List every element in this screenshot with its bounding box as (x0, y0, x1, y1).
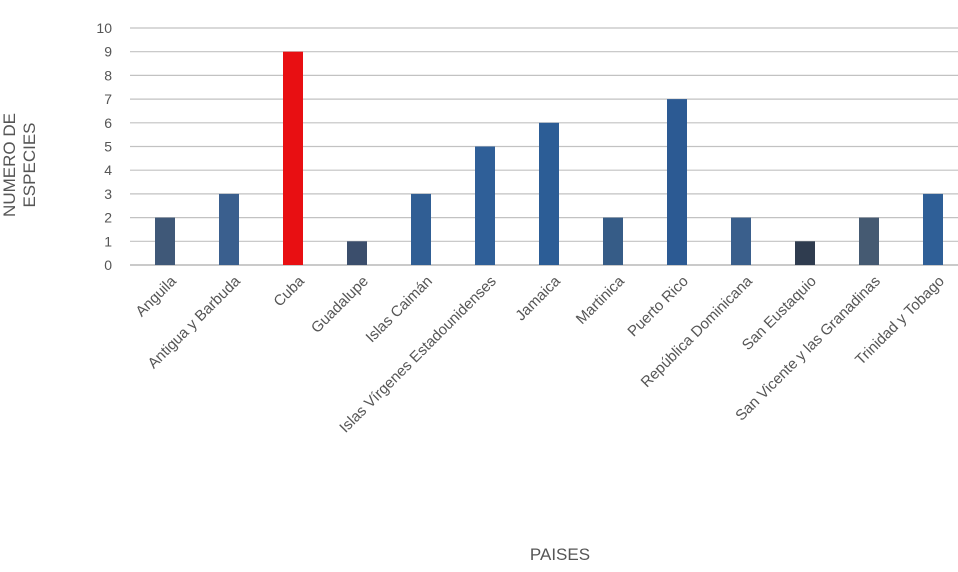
x-tick-label: Anguila (132, 272, 180, 320)
y-tick-label: 3 (104, 186, 112, 202)
x-tick-label: Cuba (270, 272, 308, 310)
x-tick-label: Puerto Rico (624, 273, 691, 340)
x-tick-label: Jamaica (512, 272, 564, 324)
bar (859, 217, 879, 265)
bar (923, 193, 943, 265)
y-tick-label: 1 (104, 233, 112, 249)
bar (667, 99, 687, 265)
x-tick-label: República Dominicana (638, 272, 757, 391)
y-axis-title: NUMERO DE ESPECIES (0, 113, 39, 217)
x-tick-label: Guadalupe (308, 273, 372, 337)
bar (283, 51, 303, 266)
bar (795, 241, 815, 265)
y-tick-label: 5 (104, 139, 112, 155)
bar (155, 217, 175, 265)
bar (411, 193, 431, 265)
y-tick-label: 9 (104, 44, 112, 60)
y-tick-label: 10 (96, 20, 112, 36)
bar (603, 217, 623, 265)
bar (219, 193, 239, 265)
y-tick-label: 0 (104, 257, 112, 273)
bar (475, 146, 495, 265)
y-tick-label: 4 (104, 162, 112, 178)
bar (347, 241, 367, 265)
y-tick-label: 6 (104, 115, 112, 131)
y-tick-label: 7 (104, 91, 112, 107)
bar (539, 122, 559, 265)
y-tick-label: 2 (104, 210, 112, 226)
x-tick-label: Martinica (573, 272, 629, 328)
bar (731, 217, 751, 265)
y-tick-label: 8 (104, 67, 112, 83)
x-axis-title: PAISES (529, 545, 591, 564)
